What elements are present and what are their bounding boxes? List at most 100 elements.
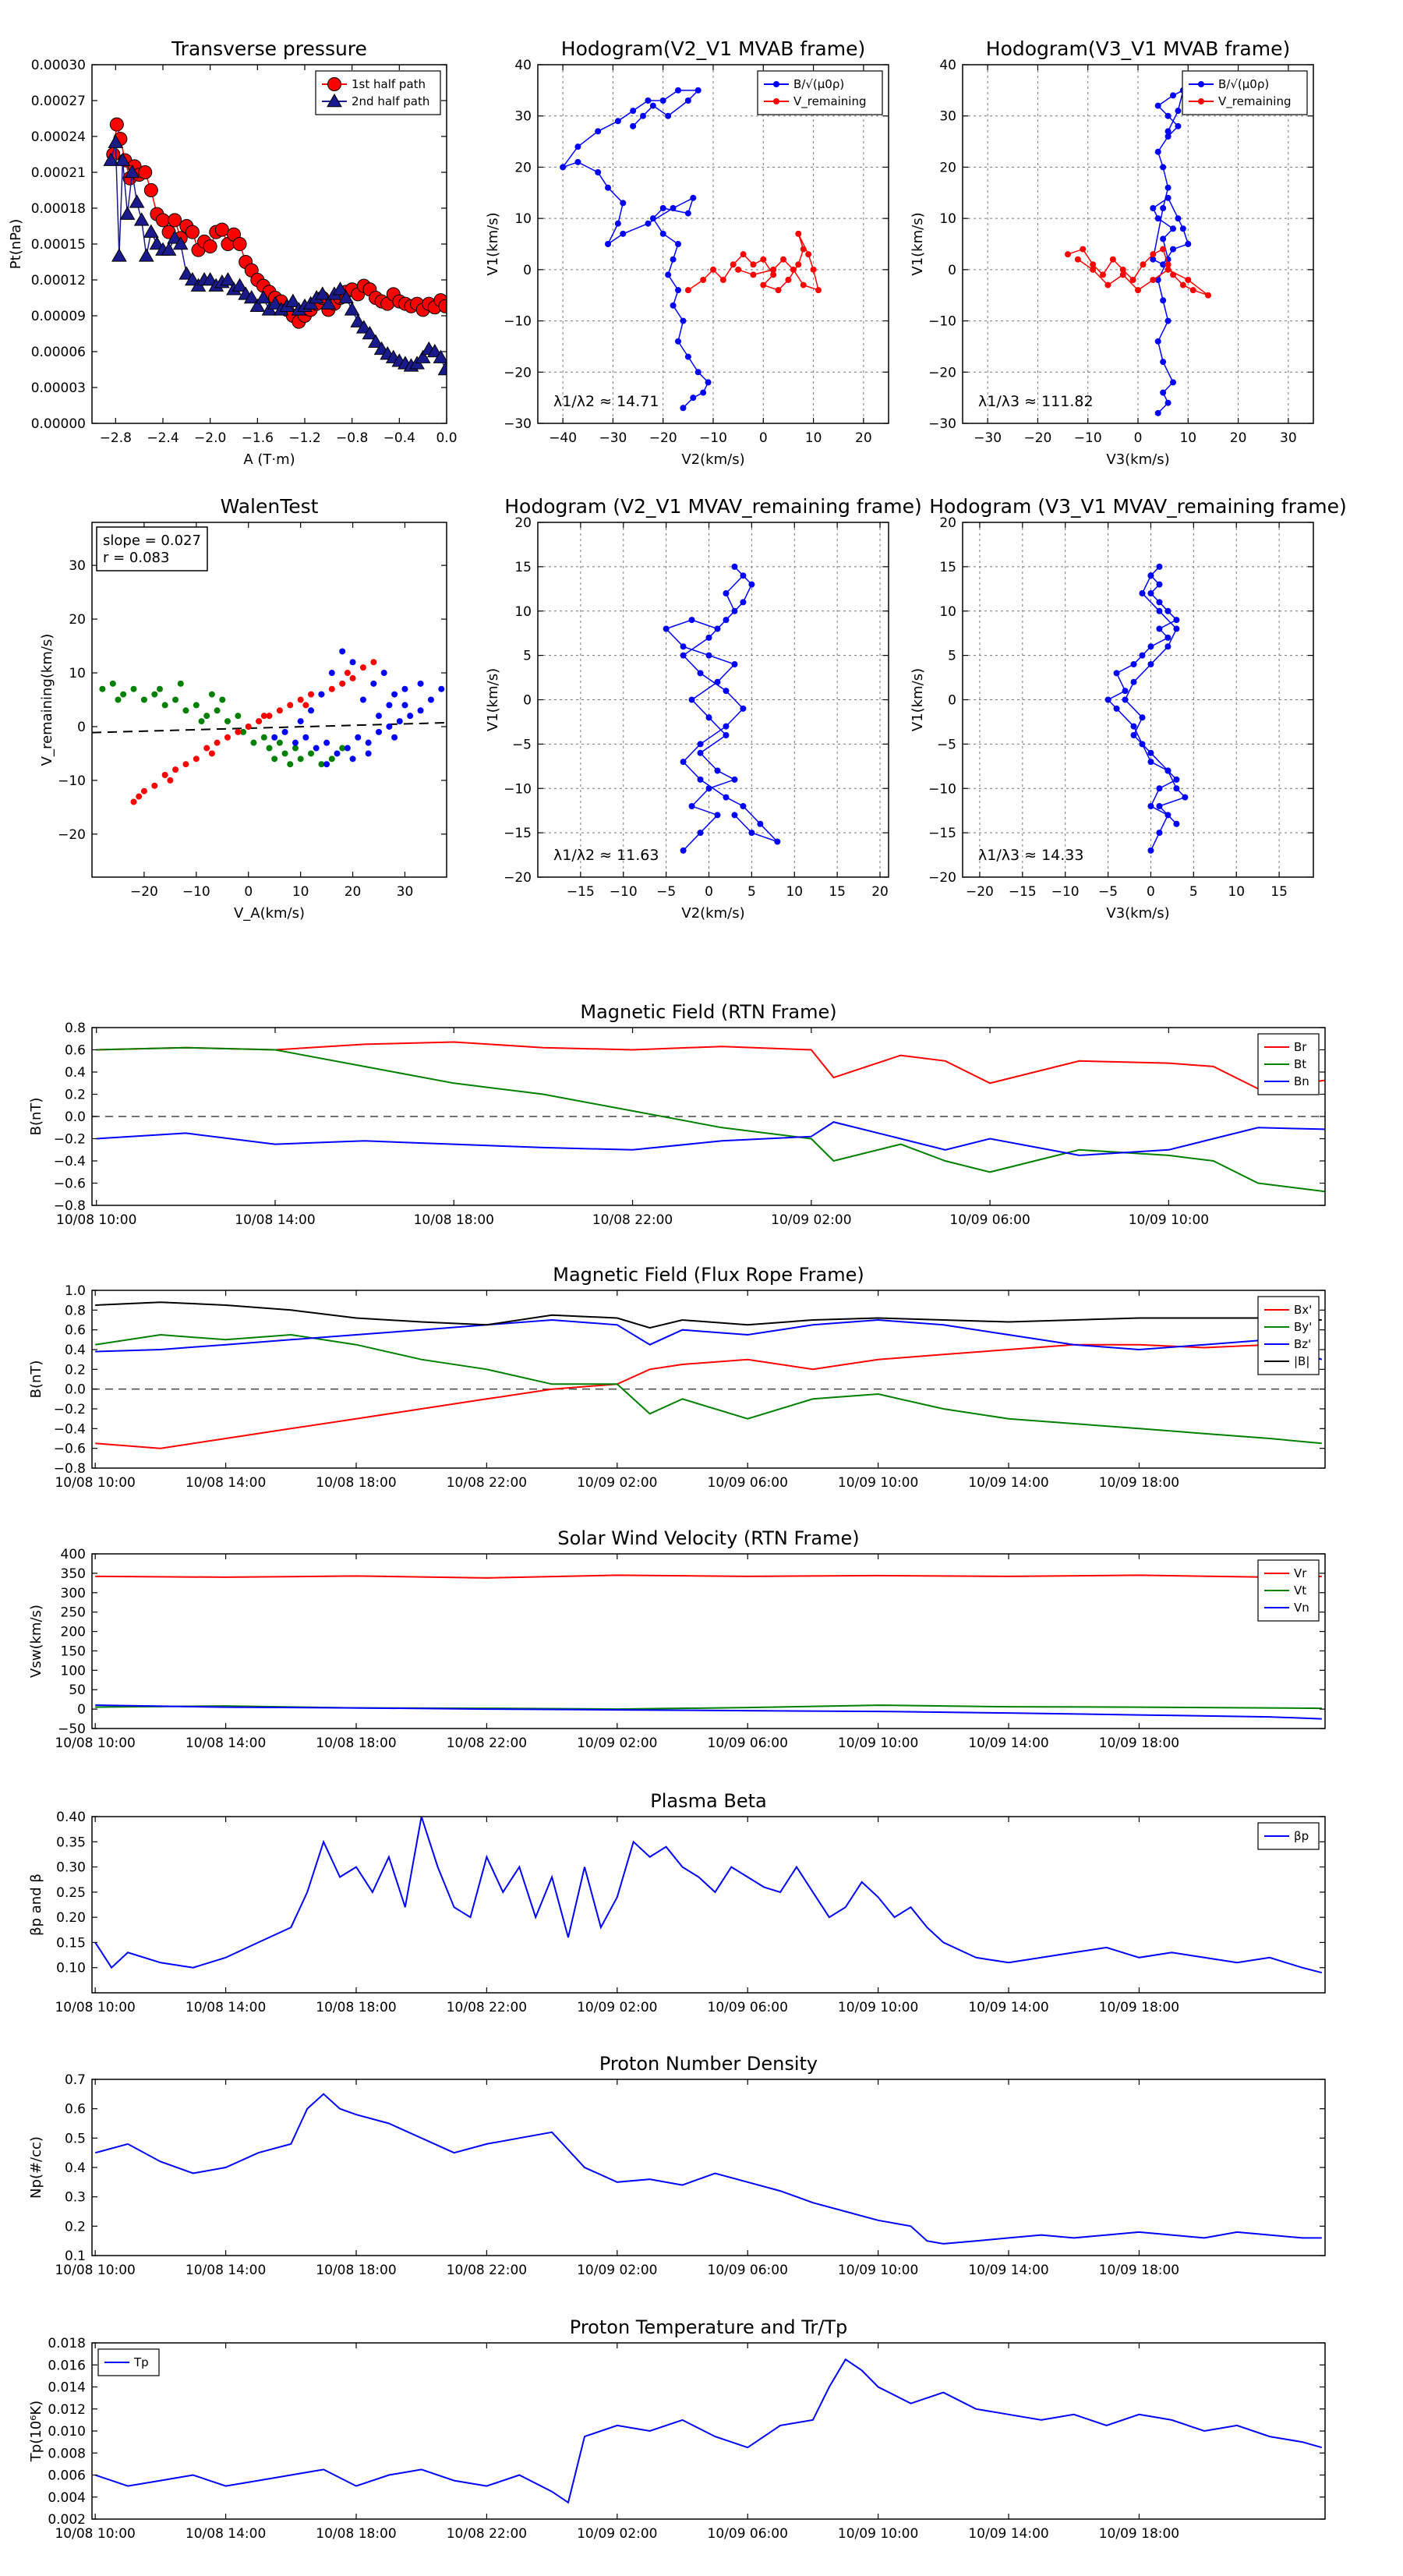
annotation-box <box>96 526 208 571</box>
legend-label: |B| <box>1294 1354 1309 1368</box>
x-tick-label: −10 <box>699 430 727 446</box>
data-point <box>1139 741 1146 748</box>
data-point <box>1179 225 1186 232</box>
y-tick-label: 350 <box>61 1566 86 1582</box>
data-point <box>140 696 147 703</box>
legend: B/√(μ0ρ) V_remaining <box>1182 70 1308 115</box>
data-point <box>426 343 443 358</box>
data-point <box>182 707 189 714</box>
x-tick-label: 0 <box>1134 430 1143 446</box>
x-tick-label: 10 <box>292 884 309 900</box>
plot-area <box>94 2093 1322 2245</box>
series-line <box>665 566 778 851</box>
data-point <box>1119 266 1126 273</box>
data-point <box>151 691 158 698</box>
data-point <box>1173 625 1180 632</box>
x-tick-label: 10/09 14:00 <box>968 2000 1048 2015</box>
x-tick-label: 30 <box>397 884 414 900</box>
data-point <box>670 256 677 263</box>
legend-label: Br <box>1294 1040 1307 1054</box>
annotation-text: λ1/λ3 ≈ 14.33 <box>978 847 1083 864</box>
data-point <box>1122 696 1129 703</box>
data-point <box>620 200 627 207</box>
y-tick-label: −0.4 <box>54 1154 86 1169</box>
legend-marker <box>1198 81 1204 87</box>
data-point <box>1164 812 1172 819</box>
chart-title: Proton Number Density <box>599 2053 818 2075</box>
data-point <box>700 389 707 396</box>
x-tick-label: 20 <box>1230 430 1247 446</box>
data-point <box>723 617 730 624</box>
x-tick-label: 10/08 18:00 <box>316 2526 396 2542</box>
data-point <box>161 702 168 709</box>
x-tick-label: 10/08 18:00 <box>316 1475 396 1491</box>
y-tick-label: 0.010 <box>48 2424 86 2440</box>
y-tick-label: 0.00027 <box>31 94 86 109</box>
legend-label: Bn <box>1294 1074 1309 1088</box>
y-axis-label: V1(km/s) <box>485 668 501 731</box>
data-point <box>1170 379 1176 386</box>
data-point <box>1154 277 1161 283</box>
legend: Vr Vt Vn <box>1257 1559 1320 1622</box>
x-tick-label: 10/09 02:00 <box>577 2526 657 2542</box>
data-point <box>1065 251 1071 258</box>
legend: B/√(μ0ρ) V_remaining <box>757 70 883 115</box>
y-tick-label: 0.2 <box>65 2219 86 2235</box>
y-tick-label: 20 <box>514 160 532 175</box>
chart-title: Transverse pressure <box>171 37 367 60</box>
data-point <box>1160 205 1167 211</box>
x-tick-label: 0 <box>705 884 713 900</box>
data-point <box>1130 678 1137 685</box>
data-point <box>614 220 621 227</box>
data-point <box>344 670 351 677</box>
data-point <box>138 248 154 262</box>
y-tick-label: 0.00018 <box>31 201 86 217</box>
data-point <box>800 246 807 253</box>
data-point <box>740 705 747 712</box>
data-point <box>320 295 337 310</box>
data-point <box>730 261 737 268</box>
x-tick-label: −30 <box>599 430 627 446</box>
x-tick-label: −2.0 <box>194 430 226 446</box>
y-tick-label: −15 <box>928 826 956 841</box>
y-tick-label: −10 <box>928 314 956 330</box>
y-tick-label: −20 <box>504 870 532 886</box>
data-point <box>1164 643 1172 650</box>
data-point <box>605 184 611 191</box>
data-point <box>1104 281 1111 288</box>
x-tick-label: 10/09 10:00 <box>1129 1212 1209 1228</box>
data-point <box>760 256 767 263</box>
legend-marker <box>773 81 779 87</box>
y-axis-label: V1(km/s) <box>910 668 926 731</box>
y-tick-label: −0.2 <box>54 1132 86 1148</box>
data-point <box>1164 634 1172 641</box>
annotation-text: λ1/λ3 ≈ 111.82 <box>978 393 1094 410</box>
x-tick-label: 10/09 18:00 <box>1099 2526 1179 2542</box>
y-tick-label: 40 <box>939 58 956 73</box>
legend-label: B/√(μ0ρ) <box>793 77 844 91</box>
data-point <box>386 723 393 730</box>
data-point <box>1147 803 1154 809</box>
data-point <box>645 220 652 227</box>
x-tick-label: 10/09 06:00 <box>708 2263 788 2278</box>
y-tick-label: 0 <box>948 263 956 278</box>
data-point <box>276 707 283 714</box>
data-point <box>735 266 742 273</box>
data-point <box>1090 266 1097 273</box>
data-point <box>1156 563 1163 570</box>
x-tick-label: 10/09 14:00 <box>968 1475 1048 1491</box>
data-point <box>308 750 315 757</box>
data-point <box>172 766 179 773</box>
data-point <box>770 266 777 273</box>
data-point <box>1147 590 1154 596</box>
data-point <box>167 777 174 784</box>
x-tick-label: 10/09 14:00 <box>968 1736 1048 1751</box>
x-tick-label: 10/08 10:00 <box>55 2526 135 2542</box>
data-point <box>109 680 116 687</box>
data-point <box>1160 261 1167 268</box>
data-point <box>675 287 681 294</box>
data-point <box>740 803 747 809</box>
data-point <box>1173 617 1180 624</box>
y-axis-label: Vsw(km/s) <box>28 1605 44 1678</box>
y-tick-label: −0.4 <box>54 1421 86 1437</box>
